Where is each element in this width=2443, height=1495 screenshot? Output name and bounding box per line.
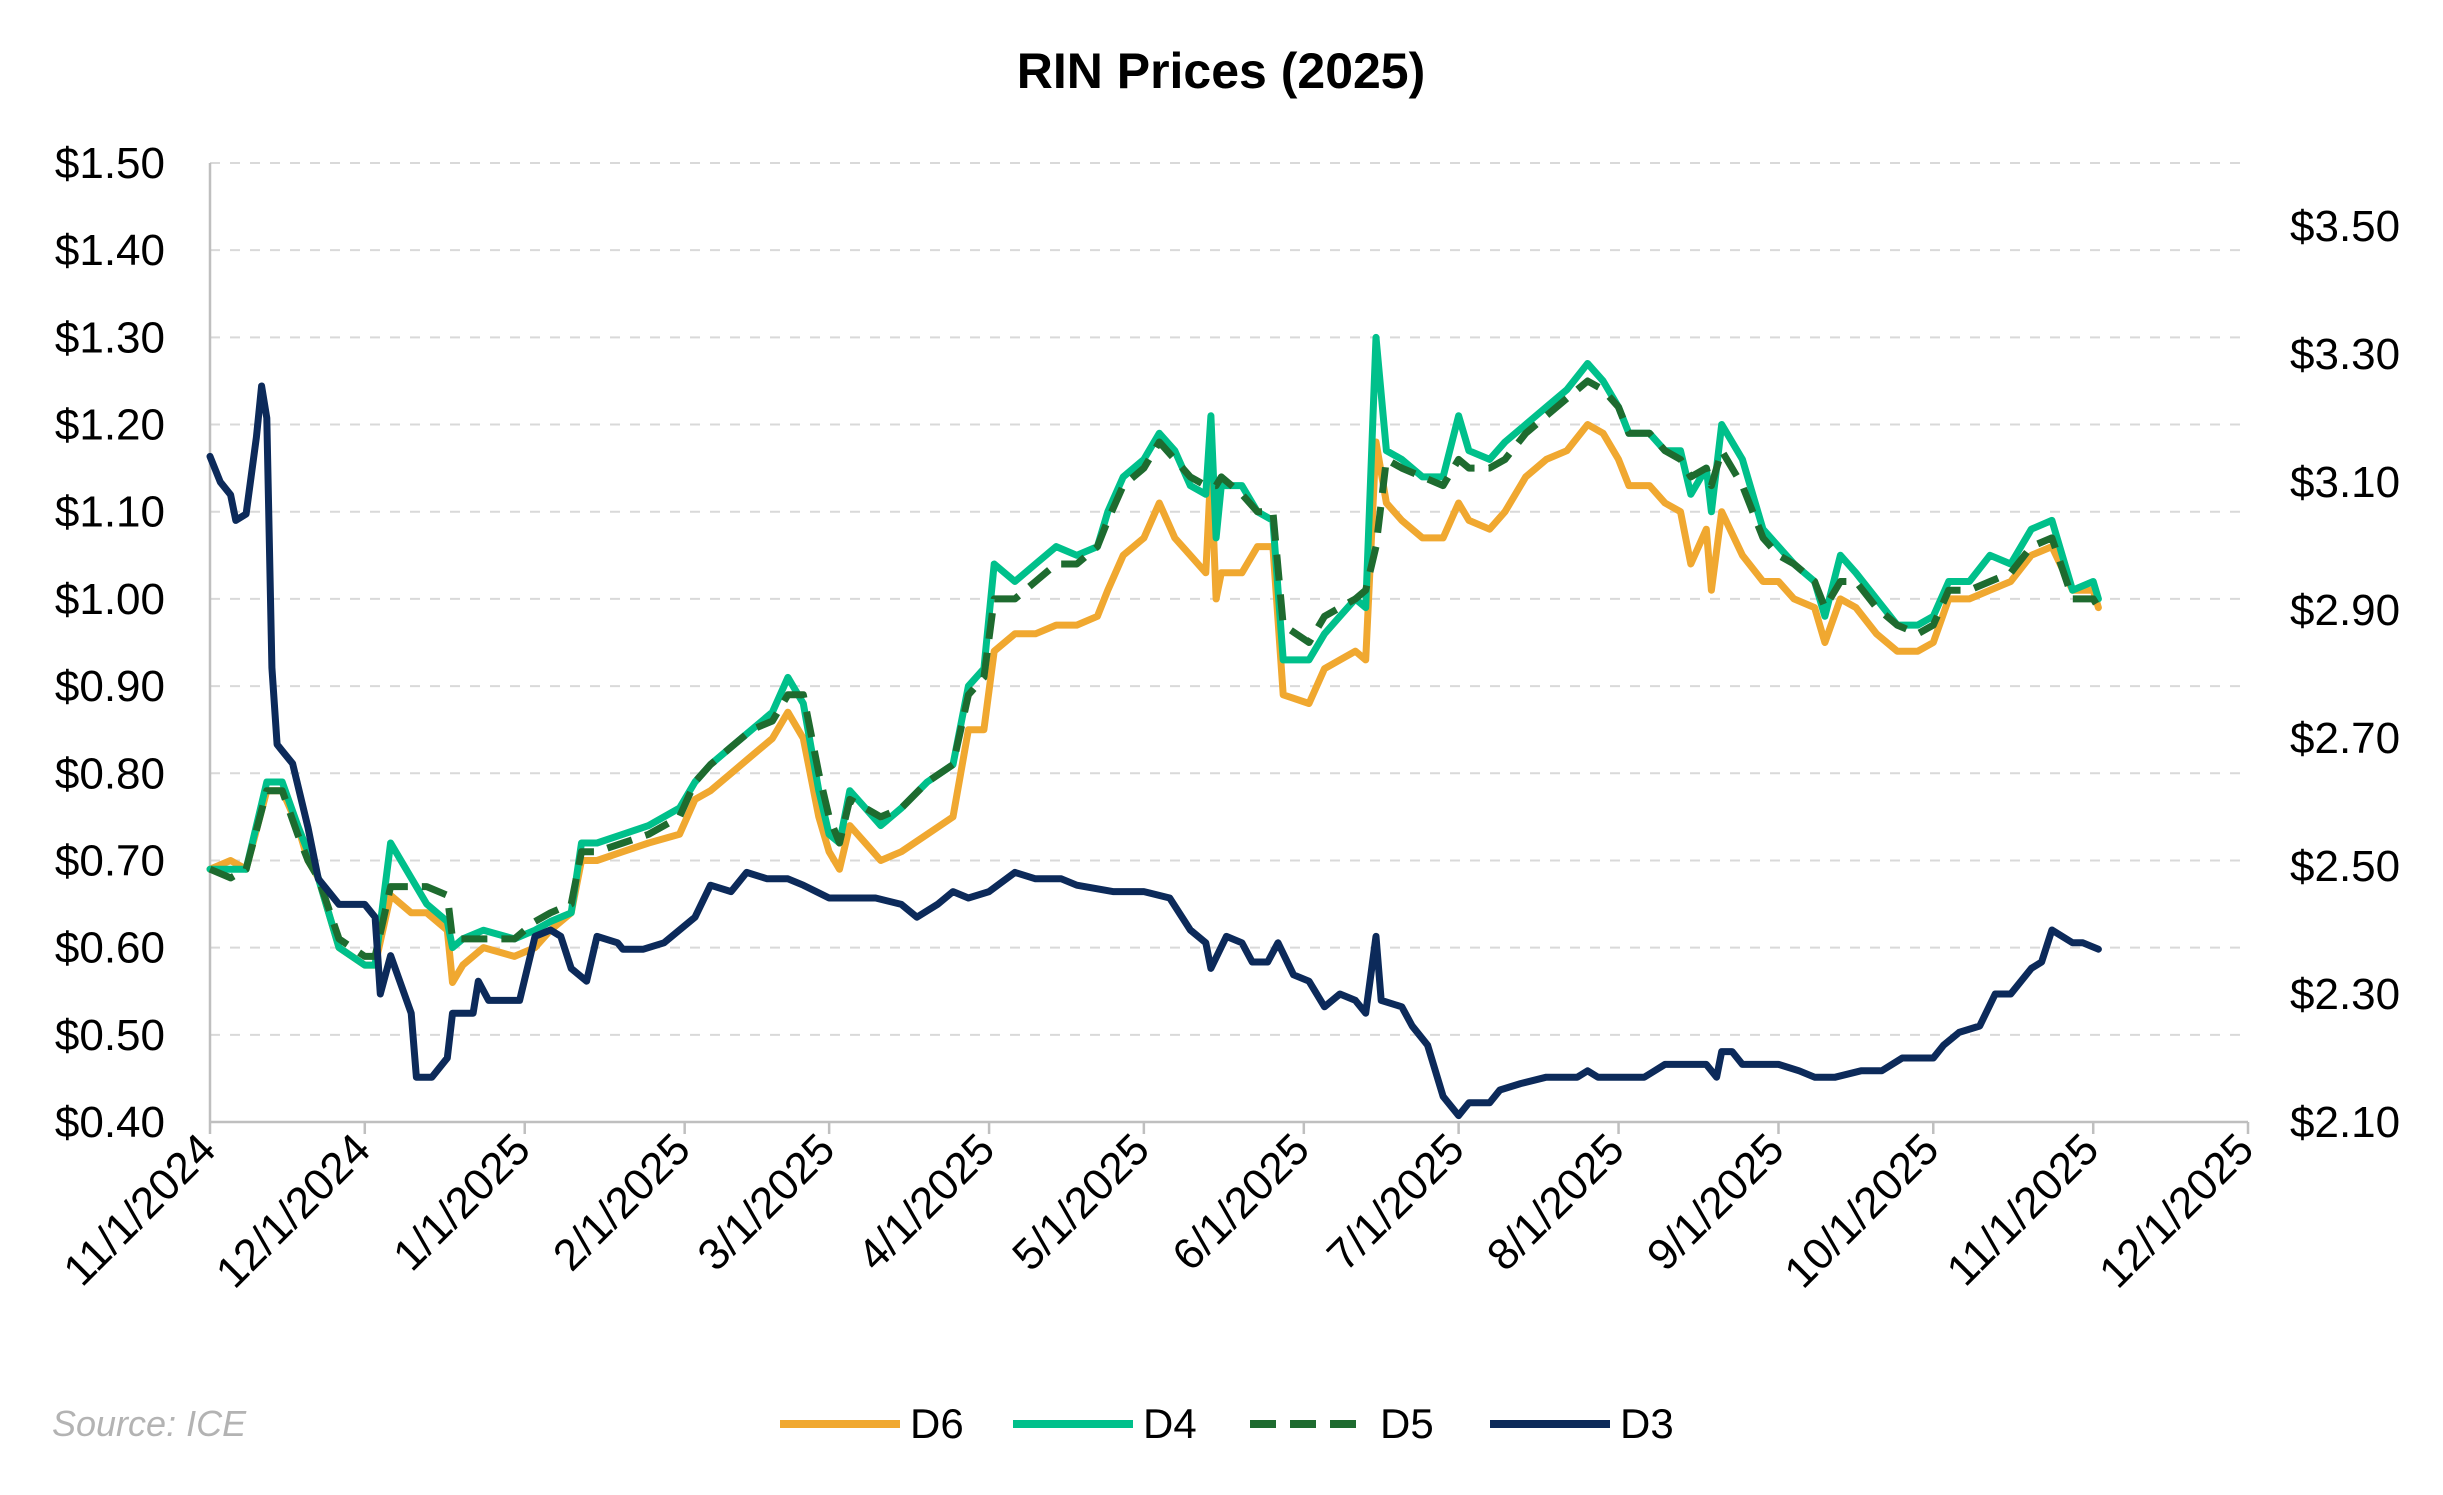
x-tick-label: 3/1/2025: [688, 1124, 844, 1280]
left-y-tick-label: $0.70: [55, 836, 165, 885]
series-lines: [206, 333, 2102, 1120]
x-tick-label: 8/1/2025: [1478, 1124, 1634, 1280]
x-tick-label: 2/1/2025: [544, 1124, 700, 1280]
x-tick-label: 10/1/2025: [1775, 1124, 1948, 1297]
right-y-tick-label: $2.10: [2290, 1098, 2400, 1147]
x-tick-label: 1/1/2025: [384, 1124, 540, 1280]
legend-label-d4: D4: [1143, 1400, 1197, 1447]
axes: [208, 163, 2248, 1124]
left-y-tick-label: $0.80: [55, 749, 165, 798]
legend-label-d5: D5: [1380, 1400, 1434, 1447]
x-tick-label: 6/1/2025: [1163, 1124, 1319, 1280]
x-tick-label: 9/1/2025: [1638, 1124, 1794, 1280]
legend-label-d3: D3: [1620, 1400, 1674, 1447]
x-tick-label: 5/1/2025: [1003, 1124, 1159, 1280]
series-line-d4: [206, 333, 2102, 969]
left-y-tick-label: $1.30: [55, 313, 165, 362]
right-y-tick-label: $3.10: [2290, 458, 2400, 507]
left-y-tick-label: $1.20: [55, 401, 165, 450]
right-y-tick-label: $3.30: [2290, 330, 2400, 379]
x-tick-label: 11/1/2025: [1938, 1124, 2109, 1295]
x-tick-label: 12/1/2024: [207, 1124, 380, 1297]
x-tick-label: 12/1/2025: [2090, 1124, 2263, 1297]
left-y-tick-label: $1.50: [55, 139, 165, 188]
series-line-d3: [206, 382, 2102, 1120]
right-y-tick-label: $2.90: [2290, 586, 2400, 635]
right-y-tick-label: $2.50: [2290, 842, 2400, 891]
legend: D6 D4 D5 D3: [780, 1400, 1674, 1447]
x-tick-label: 11/1/2024: [54, 1124, 225, 1295]
left-y-tick-label: $1.00: [55, 575, 165, 624]
left-y-tick-label: $1.40: [55, 226, 165, 275]
series-line-d5: [208, 377, 2102, 960]
series-line-d6: [206, 421, 2102, 986]
left-y-tick-label: $0.50: [55, 1011, 165, 1060]
right-y-tick-label: $2.30: [2290, 970, 2400, 1019]
right-y-axis-ticks: $2.10 $2.30 $2.50 $2.70 $2.90 $3.10 $3.30 $3.50: [2290, 202, 2400, 1147]
x-tick-label: 7/1/2025: [1318, 1124, 1474, 1280]
chart-title: RIN Prices (2025): [1017, 43, 1426, 99]
left-y-axis-ticks: $0.40 $0.50 $0.60 $0.70 $0.80 $0.90 $1.00 $1.10…: [55, 139, 165, 1147]
left-y-tick-label: $0.90: [55, 662, 165, 711]
left-y-tick-label: $0.60: [55, 924, 165, 973]
x-tick-label: 4/1/2025: [848, 1124, 1004, 1280]
right-y-tick-label: $2.70: [2290, 714, 2400, 763]
left-y-tick-label: $0.40: [55, 1098, 165, 1147]
right-y-tick-label: $3.50: [2290, 202, 2400, 251]
source-note: Source: ICE: [52, 1403, 247, 1444]
legend-label-d6: D6: [910, 1400, 964, 1447]
left-y-tick-label: $1.10: [55, 488, 165, 537]
